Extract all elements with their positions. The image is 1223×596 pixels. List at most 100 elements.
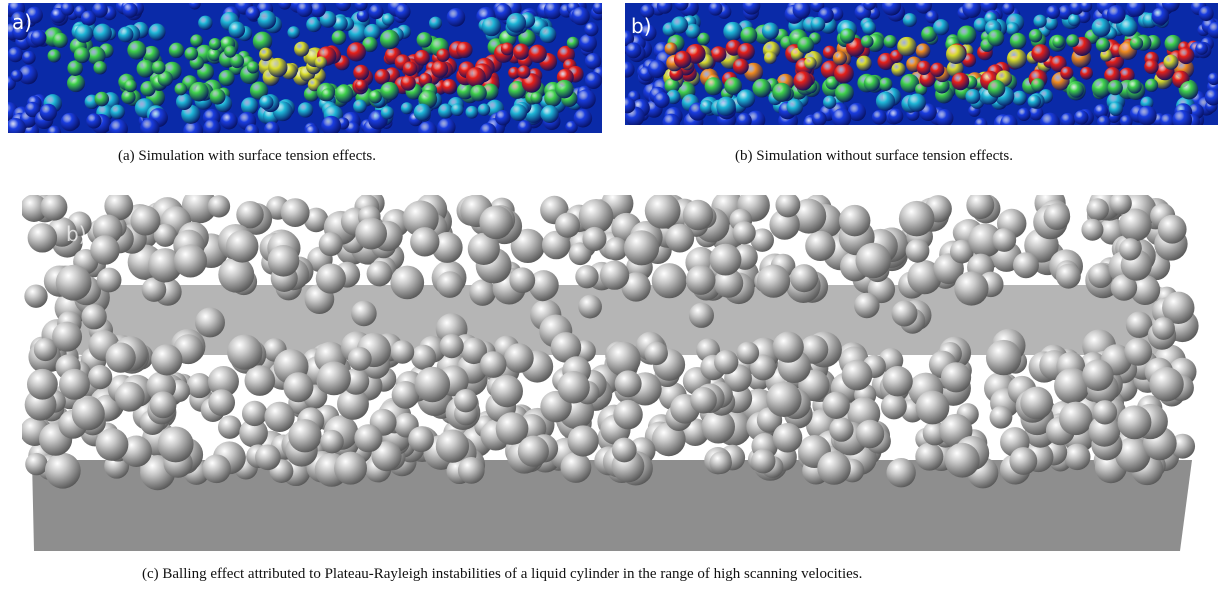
- powder-particle: [766, 382, 801, 417]
- powder-particle: [856, 56, 871, 71]
- powder-particle: [8, 47, 23, 62]
- powder-particle: [81, 11, 96, 26]
- powder-particle: [410, 227, 439, 256]
- powder-particle: [876, 92, 895, 111]
- powder-particle: [440, 334, 464, 358]
- powder-particle: [354, 424, 382, 452]
- powder-particle: [347, 42, 366, 61]
- powder-particle: [367, 261, 393, 287]
- powder-particle: [355, 218, 387, 250]
- powder-particle: [654, 92, 670, 108]
- powder-particle: [823, 96, 836, 109]
- powder-particle: [1087, 198, 1109, 220]
- panel-label: b): [66, 222, 87, 246]
- powder-particle: [906, 239, 930, 263]
- powder-particle: [686, 265, 716, 295]
- powder-particle: [709, 452, 731, 474]
- powder-particle: [664, 42, 677, 55]
- powder-particle: [315, 56, 327, 68]
- powder-particle: [106, 343, 136, 373]
- powder-particle: [479, 206, 513, 240]
- powder-particle: [61, 113, 79, 131]
- powder-particle: [674, 51, 691, 68]
- powder-particle: [539, 26, 556, 43]
- powder-particle: [1068, 82, 1083, 97]
- powder-particle: [355, 80, 367, 92]
- powder-particle: [683, 200, 713, 230]
- powder-particle: [351, 301, 377, 327]
- powder-particle: [840, 28, 855, 43]
- powder-particle: [253, 32, 272, 51]
- powder-particle: [415, 367, 450, 402]
- powder-particle: [259, 95, 273, 109]
- powder-particle: [1056, 264, 1081, 289]
- powder-particle: [401, 102, 413, 114]
- powder-particle: [1199, 6, 1214, 21]
- powder-particle: [417, 32, 432, 47]
- powder-particle: [52, 322, 82, 352]
- powder-particle: [946, 44, 966, 64]
- powder-particle: [218, 257, 254, 293]
- powder-particle: [189, 82, 209, 102]
- powder-particle: [332, 30, 347, 45]
- powder-particle: [482, 17, 501, 36]
- powder-particle: [11, 70, 23, 82]
- powder-particle: [740, 27, 757, 44]
- powder-particle: [268, 245, 300, 277]
- powder-particle: [1092, 18, 1111, 37]
- powder-particle: [95, 92, 110, 107]
- powder-particle: [822, 392, 849, 419]
- powder-particle: [369, 4, 384, 19]
- powder-particle: [53, 33, 68, 48]
- powder-particle: [195, 307, 225, 337]
- powder-particle: [1145, 79, 1158, 92]
- powder-particle: [624, 230, 659, 265]
- powder-particle: [903, 13, 917, 27]
- powder-particle: [615, 370, 642, 397]
- powder-particle: [257, 11, 276, 30]
- powder-particle: [150, 391, 177, 418]
- powder-particle: [752, 79, 771, 98]
- powder-particle: [986, 340, 1021, 375]
- powder-particle: [1033, 15, 1046, 28]
- powder-particle: [469, 279, 495, 305]
- powder-particle: [1010, 33, 1027, 50]
- powder-particle: [151, 344, 182, 375]
- powder-particle: [259, 48, 273, 62]
- powder-particle: [513, 43, 529, 59]
- powder-particle: [210, 89, 226, 105]
- powder-particle: [1093, 400, 1117, 424]
- powder-particle: [574, 109, 593, 128]
- powder-particle: [835, 83, 854, 102]
- powder-particle: [1046, 5, 1060, 19]
- powder-particle: [442, 79, 457, 94]
- powder-particle: [72, 397, 105, 430]
- powder-particle: [665, 224, 694, 253]
- powder-particle: [1031, 78, 1044, 91]
- powder-particle: [829, 417, 853, 441]
- powder-particle: [454, 389, 477, 412]
- powder-particle: [762, 22, 779, 39]
- powder-particle: [242, 401, 267, 426]
- powder-particle: [908, 93, 926, 111]
- powder-particle: [892, 301, 918, 327]
- powder-particle: [158, 426, 194, 462]
- powder-particle: [121, 90, 135, 104]
- powder-particle: [456, 42, 472, 58]
- powder-particle: [899, 201, 935, 237]
- powder-particle: [833, 51, 847, 65]
- powder-particle: [804, 57, 816, 69]
- powder-particle: [1044, 203, 1071, 230]
- powder-particle: [933, 19, 949, 35]
- powder-particle: [1117, 405, 1151, 439]
- powder-particle: [862, 21, 876, 35]
- powder-particle: [124, 80, 137, 93]
- powder-particle: [264, 402, 294, 432]
- powder-particle: [854, 293, 879, 318]
- powder-particle: [45, 453, 81, 489]
- powder-particle: [184, 47, 198, 61]
- powder-particle: [842, 360, 873, 391]
- powder-particle: [86, 113, 101, 128]
- powder-particle: [1068, 14, 1080, 26]
- powder-particle: [470, 85, 487, 102]
